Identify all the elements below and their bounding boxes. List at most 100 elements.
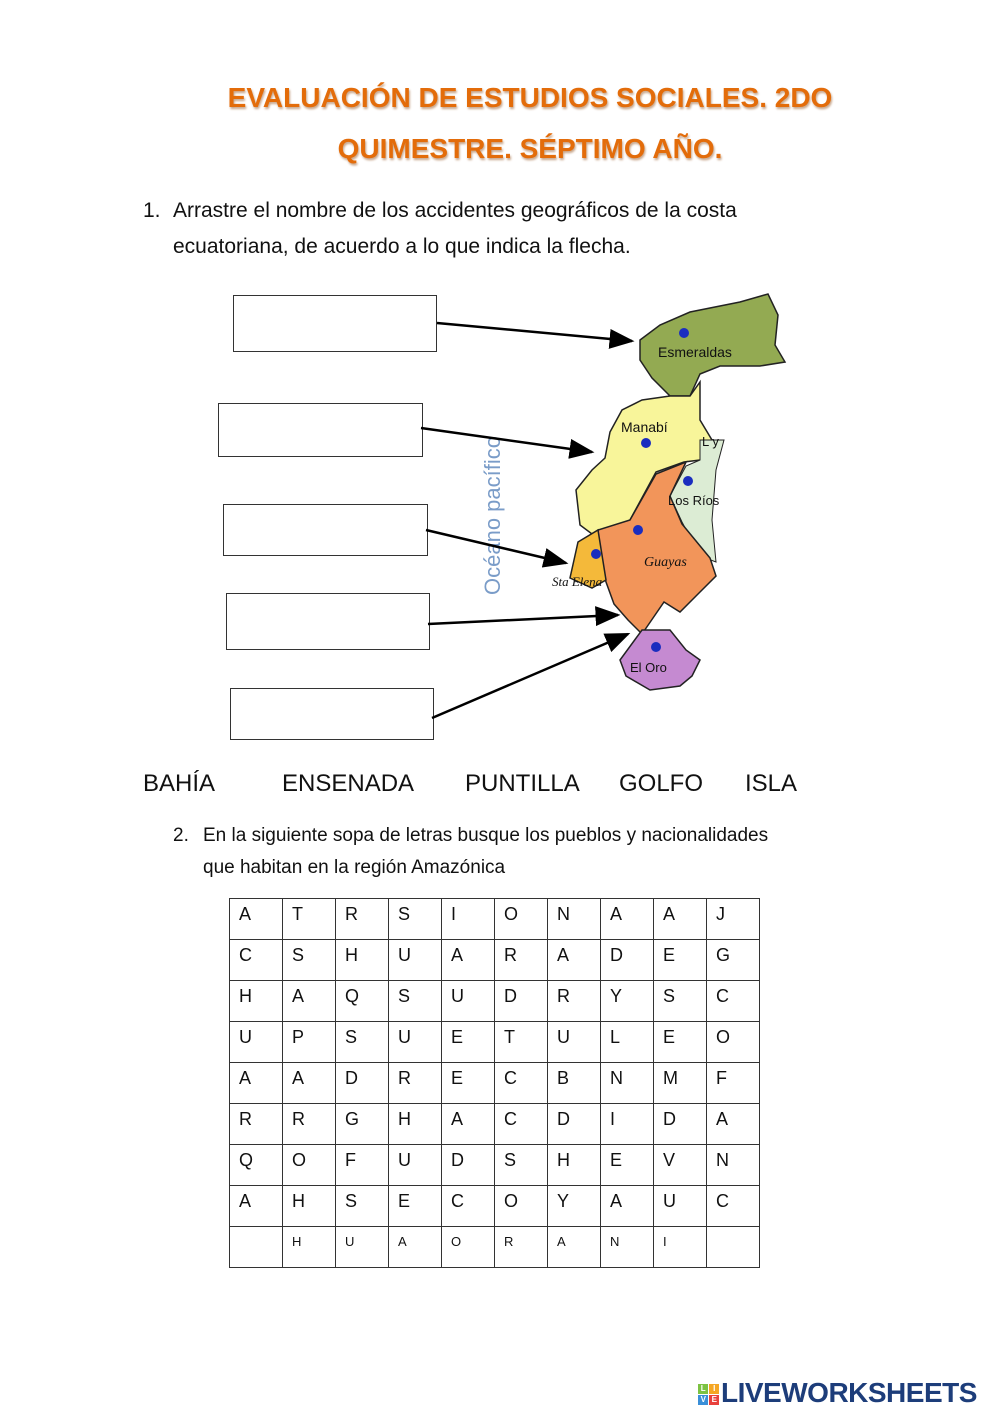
grid-cell[interactable]: S xyxy=(388,980,442,1022)
grid-cell[interactable]: N xyxy=(600,1062,654,1104)
grid-cell[interactable]: M xyxy=(653,1062,707,1104)
grid-cell[interactable]: E xyxy=(600,1144,654,1186)
grid-cell[interactable]: A xyxy=(441,1103,495,1145)
grid-cell[interactable]: D xyxy=(600,939,654,981)
grid-cell[interactable]: S xyxy=(494,1144,548,1186)
grid-cell[interactable]: L xyxy=(600,1021,654,1063)
word-isla[interactable]: ISLA xyxy=(745,770,798,797)
grid-cell[interactable]: I xyxy=(653,1226,707,1268)
grid-cell[interactable]: O xyxy=(494,1185,548,1227)
grid-cell[interactable]: A xyxy=(229,1062,283,1104)
grid-cell[interactable]: A xyxy=(600,898,654,940)
grid-cell[interactable]: A xyxy=(547,1226,601,1268)
grid-cell[interactable]: H xyxy=(282,1226,336,1268)
grid-cell[interactable]: Y xyxy=(547,1185,601,1227)
grid-cell[interactable]: O xyxy=(441,1226,495,1268)
grid-cell[interactable]: A xyxy=(229,1185,283,1227)
grid-cell[interactable]: B xyxy=(547,1062,601,1104)
grid-cell[interactable]: C xyxy=(494,1103,548,1145)
grid-cell[interactable]: H xyxy=(282,1185,336,1227)
grid-cell[interactable]: A xyxy=(282,980,336,1022)
grid-cell[interactable]: S xyxy=(388,898,442,940)
grid-cell[interactable]: G xyxy=(335,1103,389,1145)
grid-cell[interactable]: G xyxy=(706,939,760,981)
grid-cell[interactable]: N xyxy=(600,1226,654,1268)
grid-cell[interactable]: F xyxy=(335,1144,389,1186)
word-golfo[interactable]: GOLFO xyxy=(619,770,704,797)
grid-cell[interactable]: N xyxy=(706,1144,760,1186)
grid-cell[interactable]: P xyxy=(282,1021,336,1063)
grid-cell[interactable]: S xyxy=(335,1021,389,1063)
grid-cell[interactable]: C xyxy=(706,980,760,1022)
grid-cell[interactable]: A xyxy=(229,898,283,940)
grid-cell[interactable]: E xyxy=(653,939,707,981)
grid-cell[interactable]: N xyxy=(547,898,601,940)
grid-cell[interactable]: R xyxy=(547,980,601,1022)
grid-cell[interactable]: E xyxy=(441,1062,495,1104)
grid-cell[interactable] xyxy=(229,1226,283,1268)
grid-cell[interactable]: O xyxy=(706,1021,760,1063)
grid-cell[interactable]: O xyxy=(282,1144,336,1186)
answer-box-2[interactable] xyxy=(218,403,423,457)
grid-cell[interactable]: R xyxy=(494,939,548,981)
grid-cell[interactable]: D xyxy=(494,980,548,1022)
answer-box-4[interactable] xyxy=(226,593,430,650)
answer-box-3[interactable] xyxy=(223,504,428,556)
grid-cell[interactable]: H xyxy=(388,1103,442,1145)
grid-cell[interactable]: C xyxy=(706,1185,760,1227)
grid-cell[interactable]: C xyxy=(229,939,283,981)
grid-cell[interactable]: A xyxy=(282,1062,336,1104)
grid-cell[interactable]: T xyxy=(282,898,336,940)
grid-cell[interactable]: A xyxy=(388,1226,442,1268)
grid-cell[interactable]: A xyxy=(706,1103,760,1145)
grid-cell[interactable] xyxy=(706,1226,760,1268)
grid-cell[interactable]: V xyxy=(653,1144,707,1186)
grid-cell[interactable]: R xyxy=(282,1103,336,1145)
grid-cell[interactable]: O xyxy=(494,898,548,940)
answer-box-1[interactable] xyxy=(233,295,437,352)
grid-cell[interactable]: I xyxy=(441,898,495,940)
grid-cell[interactable]: C xyxy=(494,1062,548,1104)
grid-cell[interactable]: U xyxy=(335,1226,389,1268)
word-ensenada[interactable]: ENSENADA xyxy=(282,770,415,797)
word-puntilla[interactable]: PUNTILLA xyxy=(465,770,580,797)
grid-cell[interactable]: A xyxy=(547,939,601,981)
grid-cell[interactable]: U xyxy=(229,1021,283,1063)
grid-cell[interactable]: U xyxy=(441,980,495,1022)
word-bahia[interactable]: BAHÍA xyxy=(143,770,216,797)
grid-cell[interactable]: S xyxy=(335,1185,389,1227)
grid-cell[interactable]: U xyxy=(653,1185,707,1227)
grid-cell[interactable]: S xyxy=(282,939,336,981)
grid-cell[interactable]: R xyxy=(335,898,389,940)
grid-cell[interactable]: E xyxy=(388,1185,442,1227)
grid-cell[interactable]: A xyxy=(653,898,707,940)
grid-cell[interactable]: H xyxy=(229,980,283,1022)
answer-box-5[interactable] xyxy=(230,688,434,740)
grid-cell[interactable]: D xyxy=(441,1144,495,1186)
grid-cell[interactable]: A xyxy=(600,1185,654,1227)
grid-cell[interactable]: U xyxy=(547,1021,601,1063)
grid-cell[interactable]: R xyxy=(494,1226,548,1268)
grid-cell[interactable]: A xyxy=(441,939,495,981)
grid-cell[interactable]: D xyxy=(653,1103,707,1145)
grid-cell[interactable]: Q xyxy=(335,980,389,1022)
grid-cell[interactable]: F xyxy=(706,1062,760,1104)
grid-cell[interactable]: H xyxy=(547,1144,601,1186)
grid-cell[interactable]: R xyxy=(229,1103,283,1145)
grid-cell[interactable]: I xyxy=(600,1103,654,1145)
grid-cell[interactable]: J xyxy=(706,898,760,940)
grid-cell[interactable]: D xyxy=(547,1103,601,1145)
grid-cell[interactable]: U xyxy=(388,1144,442,1186)
grid-cell[interactable]: D xyxy=(335,1062,389,1104)
grid-cell[interactable]: U xyxy=(388,939,442,981)
grid-cell[interactable]: Y xyxy=(600,980,654,1022)
grid-cell[interactable]: T xyxy=(494,1021,548,1063)
grid-cell[interactable]: E xyxy=(441,1021,495,1063)
grid-cell[interactable]: R xyxy=(388,1062,442,1104)
grid-cell[interactable]: H xyxy=(335,939,389,981)
grid-cell[interactable]: S xyxy=(653,980,707,1022)
grid-cell[interactable]: Q xyxy=(229,1144,283,1186)
grid-cell[interactable]: C xyxy=(441,1185,495,1227)
grid-cell[interactable]: U xyxy=(388,1021,442,1063)
grid-cell[interactable]: E xyxy=(653,1021,707,1063)
